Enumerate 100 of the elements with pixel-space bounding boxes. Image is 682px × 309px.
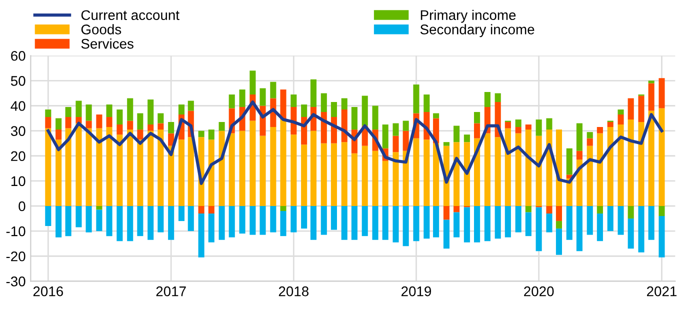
bar [228, 133, 235, 206]
bar [586, 146, 593, 206]
bar [515, 120, 522, 128]
bar [464, 207, 470, 242]
bar [96, 114, 102, 128]
bar [208, 206, 214, 214]
bar [158, 113, 164, 124]
bar [382, 206, 388, 240]
y-tick-label: -30 [6, 276, 26, 286]
bar [330, 102, 337, 118]
legend-label: Current account [81, 10, 180, 20]
bar [638, 96, 644, 122]
bar [658, 108, 665, 206]
bar [372, 106, 378, 130]
bar [270, 206, 276, 232]
bar [148, 130, 154, 206]
bar [658, 216, 665, 258]
bar [56, 140, 62, 206]
bar [536, 120, 542, 136]
bar [658, 78, 665, 108]
bar [596, 127, 603, 134]
bar [116, 124, 123, 135]
bar [45, 206, 52, 226]
bar [341, 206, 348, 240]
bar [228, 206, 235, 238]
y-tick-label: -10 [6, 226, 26, 236]
x-tick-label: 2017 [156, 286, 186, 296]
bar [362, 96, 368, 126]
bar [464, 142, 470, 206]
bar [515, 133, 522, 206]
bar [301, 206, 308, 229]
bar [127, 130, 134, 206]
bar [576, 123, 582, 151]
bar [596, 133, 603, 206]
bar [443, 206, 450, 220]
bar [454, 126, 460, 142]
bar [494, 206, 501, 239]
legend-label: Goods [81, 24, 122, 34]
bar [86, 128, 92, 206]
legend-label: Services [81, 38, 134, 49]
bar [56, 206, 62, 238]
bar [290, 134, 297, 206]
bar [330, 206, 337, 230]
bar [648, 206, 654, 240]
bar [96, 128, 102, 206]
bar [402, 130, 409, 151]
bar [351, 206, 358, 240]
bar [402, 120, 409, 131]
bar [474, 112, 480, 124]
bar [464, 134, 470, 142]
bar [536, 207, 542, 252]
bar [127, 98, 134, 121]
bar [648, 80, 654, 84]
bar [280, 211, 286, 236]
bar [76, 100, 82, 118]
bar [106, 206, 112, 236]
bar [638, 122, 644, 206]
bar [504, 206, 511, 238]
y-tick-label: 20 [11, 151, 26, 162]
bar [301, 144, 308, 206]
bar [556, 228, 562, 255]
bar [586, 132, 593, 138]
bar [576, 150, 582, 160]
bar [402, 206, 409, 246]
bar [137, 130, 144, 140]
bar [330, 143, 337, 206]
bar [218, 206, 225, 240]
bar [413, 84, 420, 114]
y-tick-label: 0 [18, 201, 26, 212]
bar [65, 107, 72, 118]
bar [596, 206, 603, 214]
bar [424, 140, 430, 206]
bar [280, 120, 286, 206]
y-tick-label: 10 [11, 176, 26, 186]
bar [607, 122, 614, 128]
bar [301, 104, 308, 118]
bar [270, 127, 276, 206]
bar [260, 88, 266, 106]
bar [239, 206, 246, 234]
bar [525, 212, 532, 236]
bar [618, 206, 624, 235]
bar [168, 133, 174, 146]
bar [148, 206, 154, 240]
bar [628, 120, 634, 206]
bar [392, 206, 399, 242]
bar [158, 130, 164, 206]
bar [433, 113, 440, 118]
bar [618, 114, 624, 125]
bar [198, 206, 204, 214]
bar [168, 206, 174, 240]
bar [576, 206, 582, 252]
bar [494, 93, 501, 102]
bar [106, 117, 112, 128]
bar [310, 130, 316, 206]
bar [392, 136, 399, 152]
bar [362, 206, 368, 236]
bar [116, 110, 123, 125]
bar [56, 118, 62, 130]
bar [546, 118, 552, 130]
bar [96, 206, 102, 210]
